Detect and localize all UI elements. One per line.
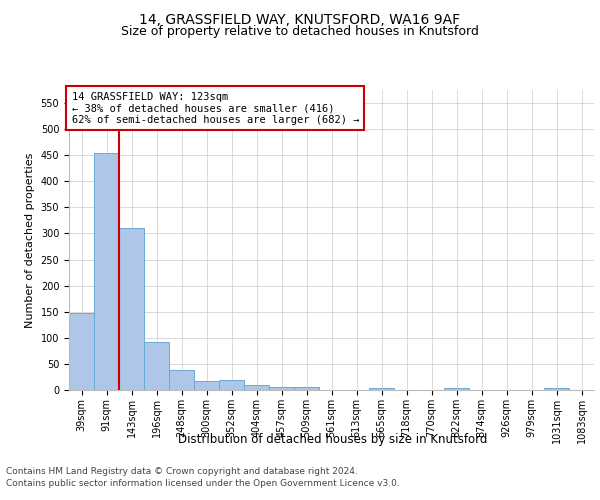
Bar <box>94 152 119 390</box>
Bar <box>244 385 269 390</box>
Bar <box>69 313 94 390</box>
Text: Distribution of detached houses by size in Knutsford: Distribution of detached houses by size … <box>178 432 488 446</box>
Text: Contains HM Land Registry data © Crown copyright and database right 2024.: Contains HM Land Registry data © Crown c… <box>6 468 358 476</box>
Bar <box>544 388 569 390</box>
Bar <box>294 388 319 390</box>
Bar <box>169 370 194 390</box>
Bar <box>144 342 169 390</box>
Bar <box>369 388 394 390</box>
Y-axis label: Number of detached properties: Number of detached properties <box>25 152 35 328</box>
Text: 14 GRASSFIELD WAY: 123sqm
← 38% of detached houses are smaller (416)
62% of semi: 14 GRASSFIELD WAY: 123sqm ← 38% of detac… <box>71 92 359 124</box>
Text: Contains public sector information licensed under the Open Government Licence v3: Contains public sector information licen… <box>6 479 400 488</box>
Bar <box>219 380 244 390</box>
Bar <box>444 388 469 390</box>
Text: Size of property relative to detached houses in Knutsford: Size of property relative to detached ho… <box>121 25 479 38</box>
Bar <box>269 387 294 390</box>
Text: 14, GRASSFIELD WAY, KNUTSFORD, WA16 9AF: 14, GRASSFIELD WAY, KNUTSFORD, WA16 9AF <box>139 12 461 26</box>
Bar <box>119 228 144 390</box>
Bar <box>194 380 219 390</box>
